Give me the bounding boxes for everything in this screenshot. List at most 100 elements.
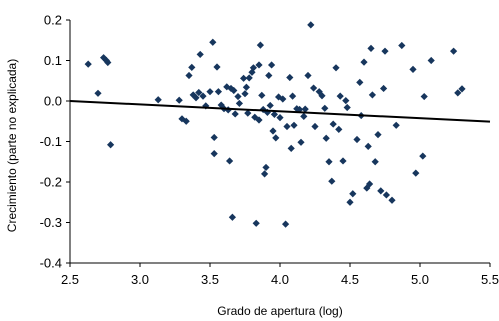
data-point-diamond	[251, 113, 259, 121]
data-point-diamond	[356, 78, 364, 86]
data-point-diamond	[262, 163, 270, 172]
y-tick-label: 0.0	[44, 94, 62, 109]
data-point-diamond	[346, 198, 354, 206]
x-tick-labels: 2.5 3.0 3.5 4.0 4.5 5.0 5.5	[61, 272, 499, 287]
data-point-diamond	[282, 220, 290, 228]
data-point-diamond	[286, 73, 294, 82]
data-point-diamond	[210, 150, 218, 158]
data-point-diamond	[283, 122, 291, 131]
data-point-diamond	[206, 88, 214, 96]
data-point-diamond	[209, 38, 217, 46]
data-point-diamond	[322, 134, 330, 142]
data-points	[84, 21, 466, 228]
data-point-diamond	[175, 96, 183, 104]
data-point-diamond	[328, 177, 336, 185]
data-point-diamond	[290, 121, 298, 129]
data-point-diamond	[420, 92, 428, 101]
data-point-diamond	[266, 101, 274, 110]
data-point-diamond	[300, 112, 308, 120]
data-point-diamond	[185, 71, 193, 80]
x-tick-label: 2.5	[61, 272, 79, 287]
x-tick-label: 3.0	[131, 272, 149, 287]
data-point-diamond	[343, 103, 351, 112]
data-point-diamond	[255, 116, 263, 124]
data-point-diamond	[392, 121, 400, 129]
y-tick-label: 0.1	[44, 53, 62, 68]
x-tick-label: 5.0	[411, 272, 429, 287]
data-point-diamond	[255, 61, 263, 69]
data-point-diamond	[321, 104, 329, 112]
data-point-diamond	[272, 134, 280, 142]
data-point-diamond	[296, 105, 304, 114]
data-point-diamond	[304, 71, 312, 80]
data-point-diamond	[377, 187, 385, 195]
x-tick-label: 5.5	[481, 272, 499, 287]
data-point-diamond	[213, 63, 221, 71]
data-point-diamond	[107, 141, 115, 149]
data-point-diamond	[249, 64, 257, 72]
y-tick-label: 0.2	[44, 13, 62, 28]
data-point-diamond	[332, 64, 340, 72]
data-point-diamond	[214, 88, 222, 96]
data-point-diamond	[276, 114, 284, 122]
y-tick-label: -0.4	[40, 256, 62, 271]
data-point-diamond	[301, 105, 309, 113]
data-point-diamond	[409, 65, 417, 74]
data-point-diamond	[244, 109, 252, 117]
data-point-diamond	[196, 50, 204, 59]
data-point-diamond	[275, 93, 283, 101]
data-point-diamond	[349, 190, 357, 198]
data-point-diamond	[368, 91, 376, 99]
data-point-diamond	[318, 92, 326, 100]
data-point-diamond	[192, 94, 200, 102]
data-point-diamond	[269, 127, 277, 135]
data-point-diamond	[398, 41, 406, 50]
data-point-diamond	[84, 60, 92, 68]
data-point-diamond	[94, 89, 102, 97]
data-point-diamond	[307, 21, 315, 29]
data-point-diamond	[458, 85, 466, 93]
plot-axes	[66, 19, 491, 267]
data-point-diamond	[210, 133, 218, 142]
data-point-diamond	[231, 110, 239, 118]
data-point-diamond	[263, 108, 271, 116]
data-point-diamond	[371, 158, 379, 166]
data-point-diamond	[182, 117, 190, 125]
data-point-diamond	[245, 74, 253, 82]
data-point-diamond	[287, 144, 295, 152]
data-point-diamond	[226, 157, 234, 165]
data-point-diamond	[241, 90, 249, 98]
y-tick-label: -0.1	[40, 134, 62, 149]
data-point-diamond	[335, 125, 343, 133]
x-tick-label: 3.5	[201, 272, 219, 287]
data-point-diamond	[256, 41, 264, 49]
data-point-diamond	[427, 56, 435, 65]
data-point-diamond	[419, 152, 427, 160]
data-point-diamond	[374, 131, 382, 139]
data-point-diamond	[381, 47, 389, 55]
data-point-diamond	[261, 170, 269, 178]
y-axis-title: Crecimiento (parte no explicada)	[5, 59, 19, 232]
data-point-diamond	[268, 61, 276, 69]
data-point-diamond	[279, 95, 287, 103]
data-point-diamond	[366, 180, 374, 188]
data-point-diamond	[297, 138, 305, 146]
data-point-diamond	[265, 71, 273, 80]
data-point-diamond	[258, 91, 266, 99]
data-point-diamond	[329, 120, 337, 128]
y-tick-labels: 0.2 0.1 0.0 -0.1 -0.2 -0.3 -0.4	[40, 13, 62, 271]
data-point-diamond	[195, 88, 203, 97]
data-point-diamond	[188, 63, 196, 71]
y-tick-label: -0.2	[40, 175, 62, 190]
data-point-diamond	[388, 196, 396, 204]
data-point-diamond	[240, 74, 248, 82]
data-point-diamond	[353, 135, 361, 144]
data-point-diamond	[364, 142, 372, 150]
data-point-diamond	[311, 122, 319, 131]
data-point-diamond	[342, 96, 350, 105]
trendline	[69, 100, 491, 123]
x-tick-label: 4.0	[271, 272, 289, 287]
data-point-diamond	[325, 158, 333, 166]
data-point-diamond	[336, 92, 344, 100]
